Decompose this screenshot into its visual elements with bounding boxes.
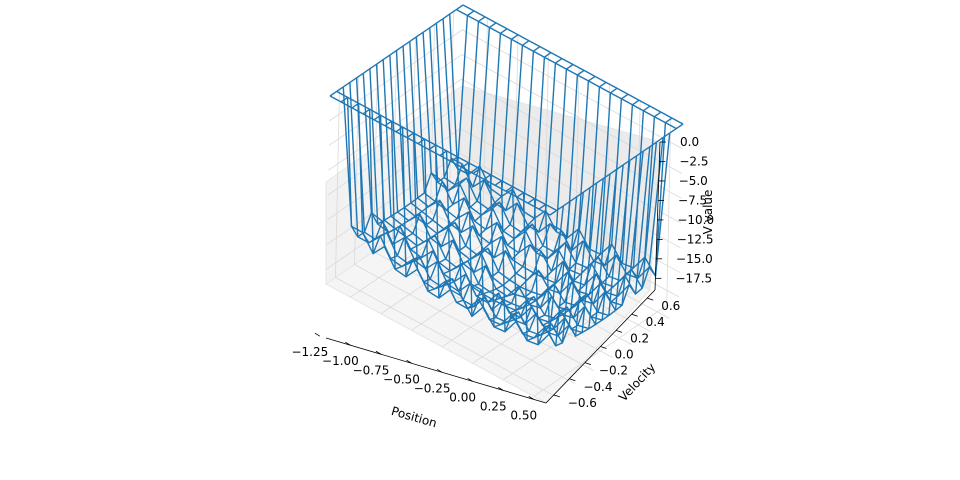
y-gridline bbox=[335, 89, 556, 397]
z-tick-label: −7.5 bbox=[678, 193, 707, 207]
y-tick-label: −0.2 bbox=[599, 364, 628, 378]
x-tick bbox=[467, 377, 473, 382]
y-gridline bbox=[411, 37, 632, 345]
z-axis-title: V value bbox=[701, 190, 715, 235]
y-tick-label: 0.0 bbox=[615, 348, 634, 362]
wireframe-line-velocity bbox=[395, 50, 618, 321]
y-tick-label: 0.2 bbox=[630, 331, 649, 345]
wireframe-line-velocity bbox=[442, 18, 664, 279]
x-axis-line bbox=[325, 337, 547, 404]
x-tick bbox=[528, 396, 534, 400]
x-tick-label: −0.50 bbox=[383, 372, 420, 386]
x-tick bbox=[375, 350, 382, 355]
z-tick-label: −5.0 bbox=[679, 174, 708, 188]
wireframe-line-velocity bbox=[422, 32, 644, 297]
z-tick-label: 0.0 bbox=[680, 135, 699, 149]
z-gridline bbox=[328, 54, 683, 174]
z-tick-label: −2.5 bbox=[679, 154, 708, 168]
y-tick bbox=[553, 394, 560, 398]
x-tick-label: −0.75 bbox=[353, 363, 390, 377]
z-gridline bbox=[326, 177, 680, 298]
wireframe-line-velocity bbox=[456, 8, 677, 130]
wireframe-line-velocity bbox=[435, 23, 658, 289]
y-tick bbox=[600, 346, 607, 349]
x-tick-label: −1.25 bbox=[291, 345, 328, 359]
wireframe-line-velocity bbox=[382, 59, 604, 330]
z-axis-line bbox=[654, 141, 661, 291]
wireframe-line-velocity bbox=[336, 90, 557, 212]
x-gridline bbox=[441, 67, 580, 348]
x-tick bbox=[406, 359, 412, 364]
y-tick bbox=[615, 329, 623, 333]
wireframe-line-velocity bbox=[462, 4, 684, 125]
axis-ticks: −1.25−1.00−0.75−0.50−0.250.00 0.250.50 −0.… bbox=[291, 135, 714, 422]
wireframe-line-velocity bbox=[449, 14, 671, 277]
x-tick bbox=[498, 387, 504, 391]
y-gridline bbox=[354, 76, 575, 384]
wireframe-surface bbox=[329, 4, 684, 347]
x-tick bbox=[436, 368, 443, 373]
x-gridline bbox=[533, 117, 672, 397]
y-tick bbox=[647, 297, 654, 301]
y-tick bbox=[584, 362, 592, 366]
z-gridline bbox=[328, 78, 682, 199]
x-tick bbox=[345, 341, 351, 346]
y-tick bbox=[569, 378, 576, 382]
wireframe-line-velocity bbox=[415, 36, 638, 306]
z-tick-label: −17.5 bbox=[675, 271, 712, 285]
z-tick-label: −15.0 bbox=[676, 252, 713, 266]
wireframe-line-velocity bbox=[375, 64, 598, 334]
y-tick-label: −0.6 bbox=[568, 396, 597, 410]
y-tick-label: 0.6 bbox=[661, 299, 680, 313]
wireframe-line-velocity bbox=[349, 82, 571, 347]
y-tick bbox=[631, 313, 638, 317]
wireframe-line-velocity bbox=[329, 95, 551, 216]
z-gridline bbox=[327, 103, 682, 224]
x-tick-label: 0.00 bbox=[449, 390, 476, 404]
z-tick-label: −10.0 bbox=[677, 213, 714, 227]
x-tick-label: 0.50 bbox=[510, 408, 537, 422]
wireframe-line-velocity bbox=[369, 68, 591, 337]
x-axis-title: Position bbox=[390, 404, 439, 430]
wireframe-line-velocity bbox=[402, 45, 624, 317]
x-tick-label: −1.00 bbox=[322, 354, 359, 368]
axes-gridlines bbox=[326, 4, 684, 397]
x-tick-label: −0.25 bbox=[414, 381, 451, 395]
y-tick-label: 0.4 bbox=[646, 315, 665, 329]
wireframe-line-velocity bbox=[429, 27, 651, 295]
y-tick-label: −0.4 bbox=[583, 380, 612, 394]
x-tick-label: 0.25 bbox=[480, 399, 507, 413]
x-gridline bbox=[472, 84, 611, 364]
wireframe-line-velocity bbox=[355, 77, 578, 344]
x-tick bbox=[314, 332, 321, 337]
z-tick-label: −12.5 bbox=[677, 232, 714, 246]
